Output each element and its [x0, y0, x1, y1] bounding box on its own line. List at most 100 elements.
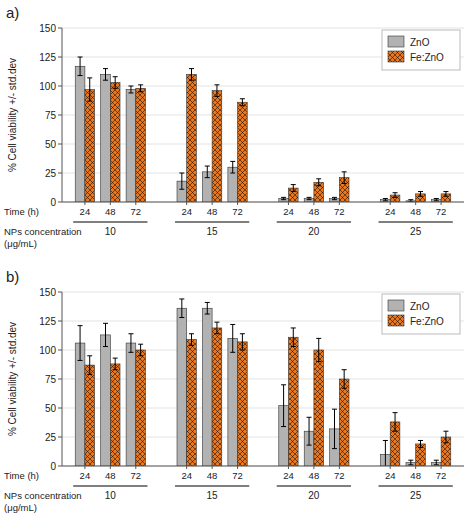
legend-label: ZnO — [410, 301, 430, 312]
y-tick — [58, 437, 62, 438]
grid-line — [62, 437, 464, 438]
x-tick-label: 24 — [283, 470, 294, 481]
panel-title: a) — [6, 4, 19, 21]
error-bar — [113, 77, 118, 89]
legend-frame — [382, 294, 460, 334]
x-tick — [212, 466, 213, 469]
legend-label: Fe:ZnO — [410, 316, 444, 327]
error-bar — [434, 199, 439, 201]
x-tick — [390, 466, 391, 469]
grid-line — [62, 466, 464, 467]
y-tick-label: 125 — [39, 52, 56, 63]
grid-line — [62, 86, 464, 87]
y-tick — [58, 350, 62, 351]
group-bracket — [73, 222, 147, 223]
error-bars — [78, 299, 449, 466]
y-tick-label: 25 — [45, 168, 57, 179]
error-bar — [316, 179, 321, 186]
bar — [110, 83, 120, 202]
legend-label: Fe:ZnO — [410, 52, 444, 63]
y-tick-label: 50 — [45, 139, 57, 150]
group-axis-label: NPs concentration — [4, 226, 82, 237]
group-bracket — [175, 486, 249, 487]
bar — [187, 340, 197, 466]
x-tick — [186, 466, 187, 469]
error-bar — [281, 385, 286, 427]
error-bar — [418, 440, 423, 447]
error-bar — [316, 338, 321, 361]
y-tick — [58, 86, 62, 87]
y-axis-label: % Cell viability +/- std.dev — [7, 58, 18, 172]
x-tick-label: 72 — [334, 206, 345, 217]
x-tick-label: 48 — [309, 206, 320, 217]
y-tick — [58, 379, 62, 380]
error-bar — [138, 344, 143, 356]
error-bar — [443, 431, 448, 443]
error-bar — [332, 197, 337, 199]
grid-line — [62, 115, 464, 116]
grid-line — [62, 173, 464, 174]
x-tick — [135, 202, 136, 205]
grid-line — [62, 292, 464, 293]
error-bar — [179, 173, 184, 189]
error-bar — [291, 185, 296, 192]
bar — [177, 308, 187, 466]
error-bar — [128, 86, 133, 93]
x-tick — [212, 202, 213, 205]
bar — [228, 338, 238, 466]
x-axis: 24487224487224487224487210152025 — [73, 466, 453, 501]
legend-swatch — [388, 315, 404, 326]
error-bar — [307, 417, 312, 445]
y-tick — [58, 57, 62, 58]
x-tick — [135, 466, 136, 469]
bar — [212, 328, 222, 466]
x-tick-label: 24 — [80, 470, 91, 481]
bar — [288, 337, 298, 466]
error-bar — [103, 323, 108, 346]
group-label: 25 — [410, 226, 422, 237]
x-tick — [339, 466, 340, 469]
chart-panel: a)0255075100125150% Cell viability +/- s… — [0, 0, 474, 264]
error-bar — [230, 324, 235, 352]
x-axis-line — [62, 202, 464, 203]
x-tick-label: 24 — [181, 206, 192, 217]
group-axis-label: NPs concentration — [4, 490, 82, 501]
error-bar — [291, 328, 296, 347]
y-tick — [58, 292, 62, 293]
y-tick-label: 75 — [45, 374, 57, 385]
bar — [136, 88, 146, 202]
panel-title: b) — [6, 268, 19, 285]
group-bracket — [379, 222, 453, 223]
bar — [238, 342, 248, 466]
legend-label: ZnO — [410, 37, 430, 48]
bar — [136, 350, 146, 466]
legend: ZnO Fe:ZnO — [382, 294, 460, 334]
bar — [126, 89, 136, 202]
x-tick — [110, 202, 111, 205]
grid-line — [62, 350, 464, 351]
bar — [314, 350, 324, 466]
bar — [110, 364, 120, 466]
error-bar — [393, 413, 398, 432]
grid-line — [62, 379, 464, 380]
x-tick-label: 72 — [334, 470, 345, 481]
y-tick — [58, 144, 62, 145]
group-bracket — [73, 486, 147, 487]
x-tick-label: 48 — [105, 206, 116, 217]
bar — [238, 102, 248, 202]
group-label: 10 — [105, 226, 117, 237]
x-tick — [288, 202, 289, 205]
group-label: 20 — [308, 226, 320, 237]
group-axis-label: (μg/mL) — [4, 502, 37, 513]
x-tick-label: 24 — [283, 206, 294, 217]
bar — [85, 365, 95, 466]
chart-panel: b)0255075100125150% Cell viability +/- s… — [0, 264, 474, 528]
x-tick-label: 24 — [385, 470, 396, 481]
y-tick-label: 150 — [39, 287, 56, 298]
x-tick-label: 72 — [232, 206, 243, 217]
bar — [101, 335, 111, 466]
y-tick-label: 75 — [45, 110, 57, 121]
error-bar — [342, 172, 347, 184]
x-tick — [390, 202, 391, 205]
error-bar — [87, 356, 92, 375]
